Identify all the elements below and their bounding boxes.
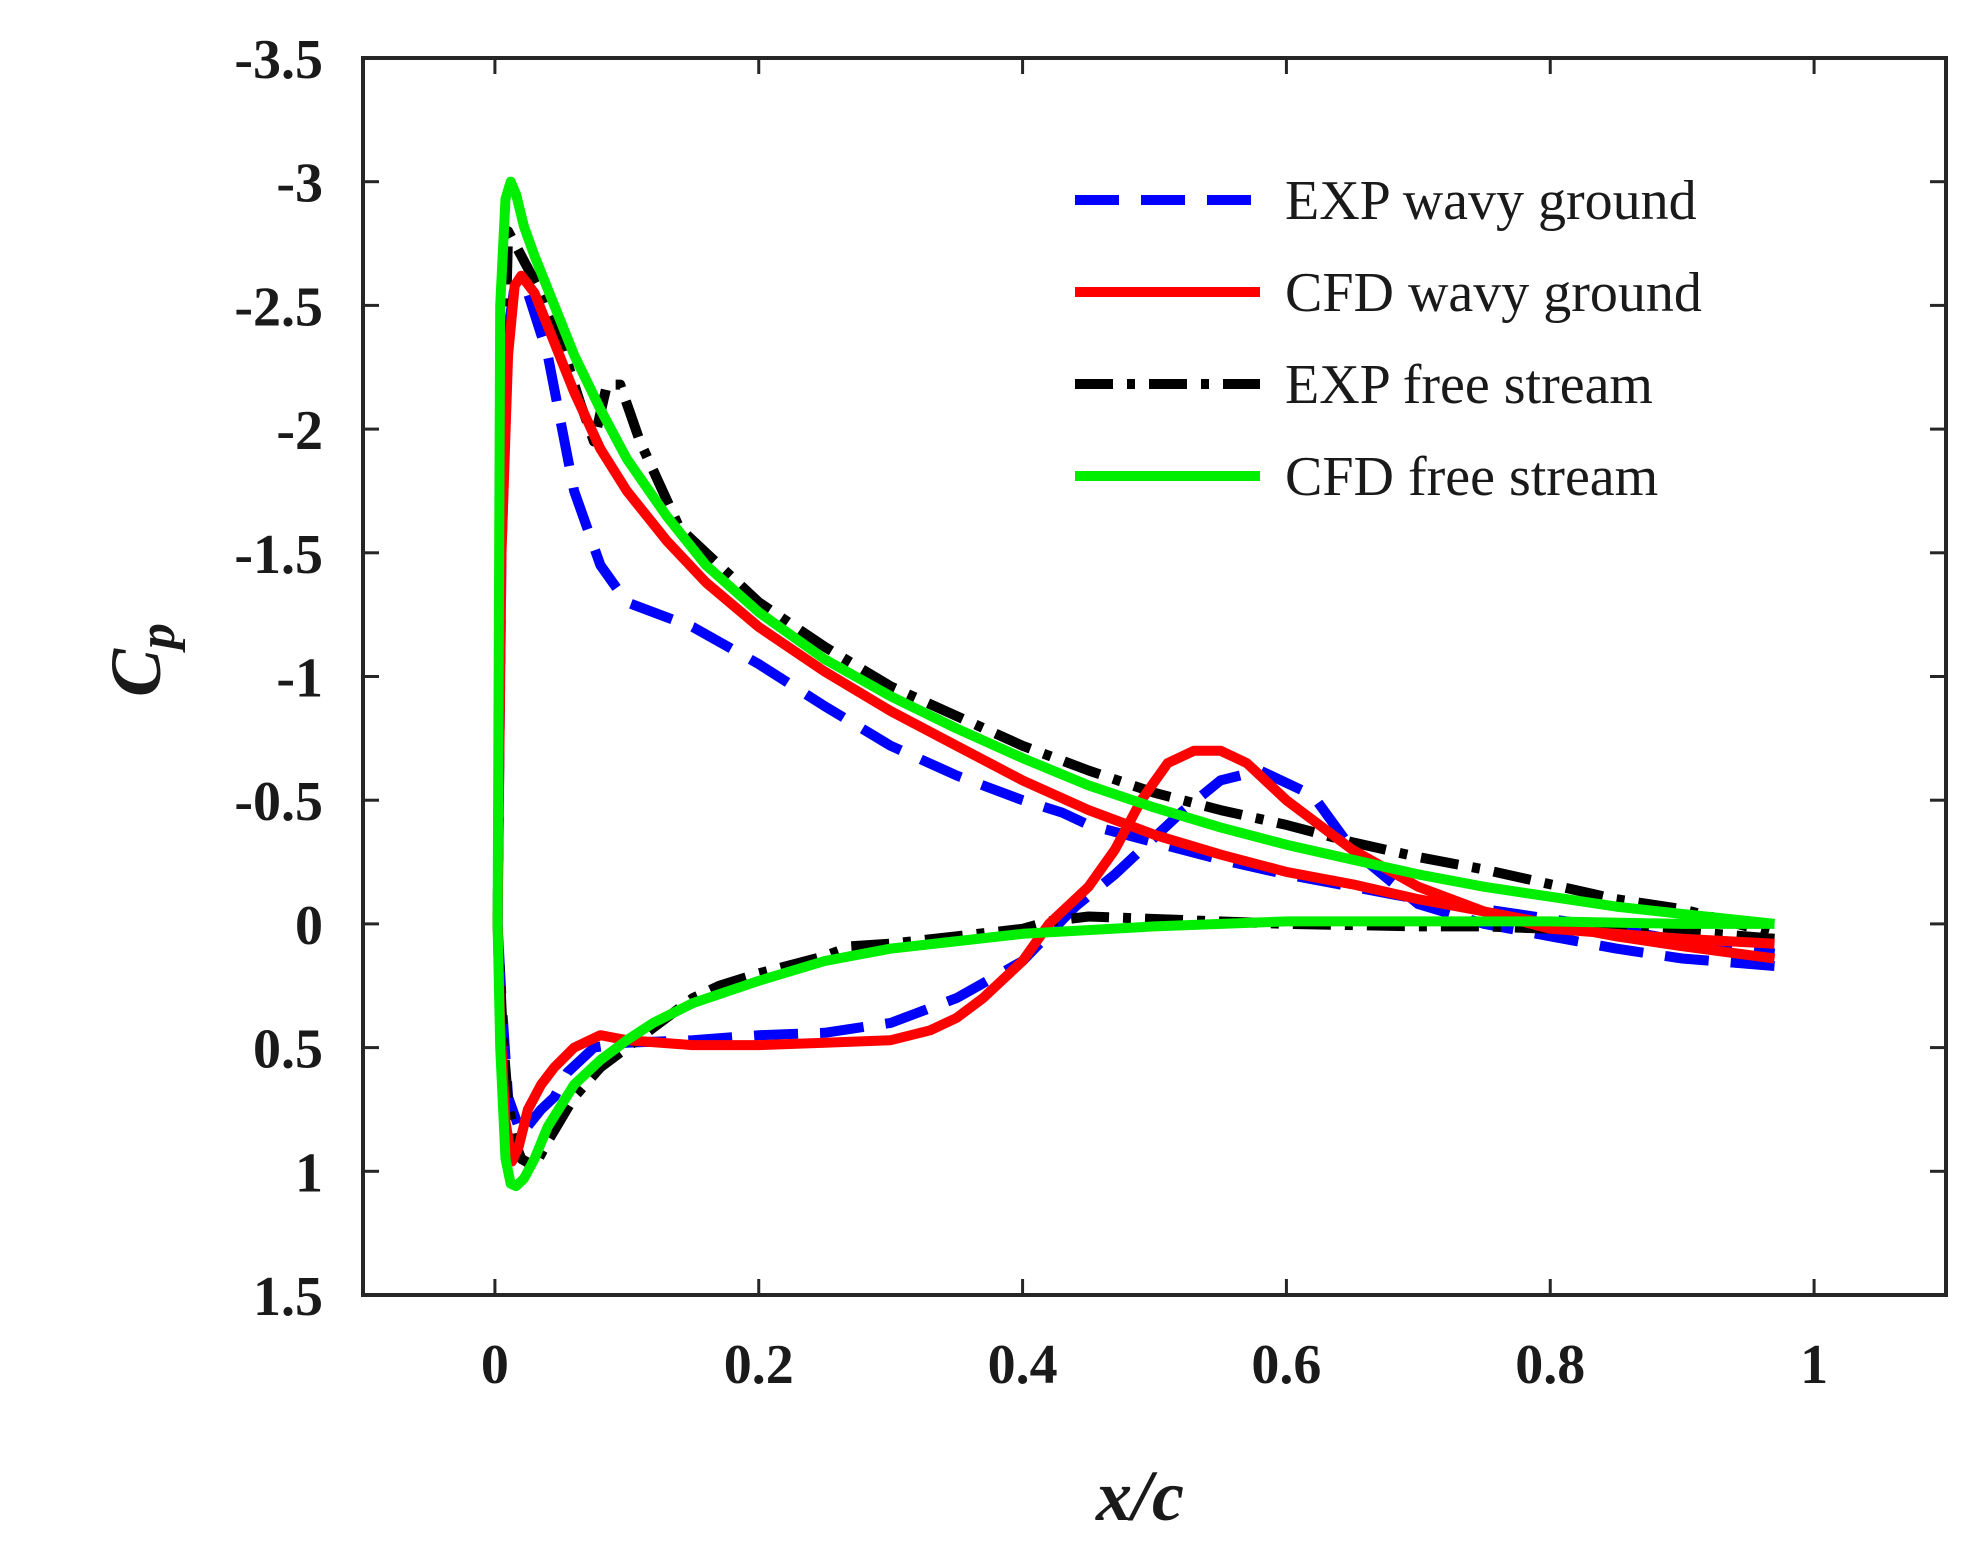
x-tick-label: 0.6 — [1251, 1334, 1321, 1396]
y-tick-label: -3.5 — [234, 29, 323, 91]
y-axis-label-sub: p — [129, 623, 186, 653]
x-tick-label: 0.8 — [1515, 1334, 1585, 1396]
y-tick-label: 1 — [295, 1142, 323, 1204]
legend-label: CFD wavy ground — [1285, 262, 1702, 324]
y-tick-label: -2 — [276, 400, 323, 462]
x-tick-label: 0 — [481, 1334, 509, 1396]
series-line-cfd-wavy-ground — [492, 270, 1776, 1167]
plot-background — [363, 58, 1946, 1295]
x-tick-label: 0.2 — [724, 1334, 794, 1396]
legend: EXP wavy ground CFD wavy ground EXP free s… — [1075, 170, 1702, 508]
tick-layer: 0 0.2 0.4 0.6 0.8 1 -3.5 -3 -2.5 -2 -1.5 -1 -0.5 0 0.5… — [234, 29, 1946, 1396]
y-axis-label: Cp — [96, 623, 186, 697]
y-tick-label: 1.5 — [253, 1266, 323, 1328]
y-tick-label: -0.5 — [234, 771, 323, 833]
series-layer — [492, 176, 1776, 1192]
y-tick-label: -2.5 — [234, 276, 323, 338]
legend-label: EXP free stream — [1285, 354, 1653, 416]
legend-label: EXP wavy ground — [1285, 170, 1697, 232]
x-tick-label: 1 — [1800, 1334, 1828, 1396]
y-tick-label: -3 — [276, 153, 323, 215]
y-tick-label: -1.5 — [234, 524, 323, 586]
y-tick-label: 0 — [295, 895, 323, 957]
y-tick-label: 0.5 — [253, 1019, 323, 1081]
x-tick-label: 0.4 — [988, 1334, 1058, 1396]
series-line-cfd-free-stream — [492, 176, 1776, 1192]
legend-label: CFD free stream — [1285, 446, 1658, 508]
x-axis-label: x/c — [1095, 1456, 1184, 1536]
y-tick-label: -1 — [276, 648, 323, 710]
y-axis-label-main: C — [96, 648, 176, 697]
